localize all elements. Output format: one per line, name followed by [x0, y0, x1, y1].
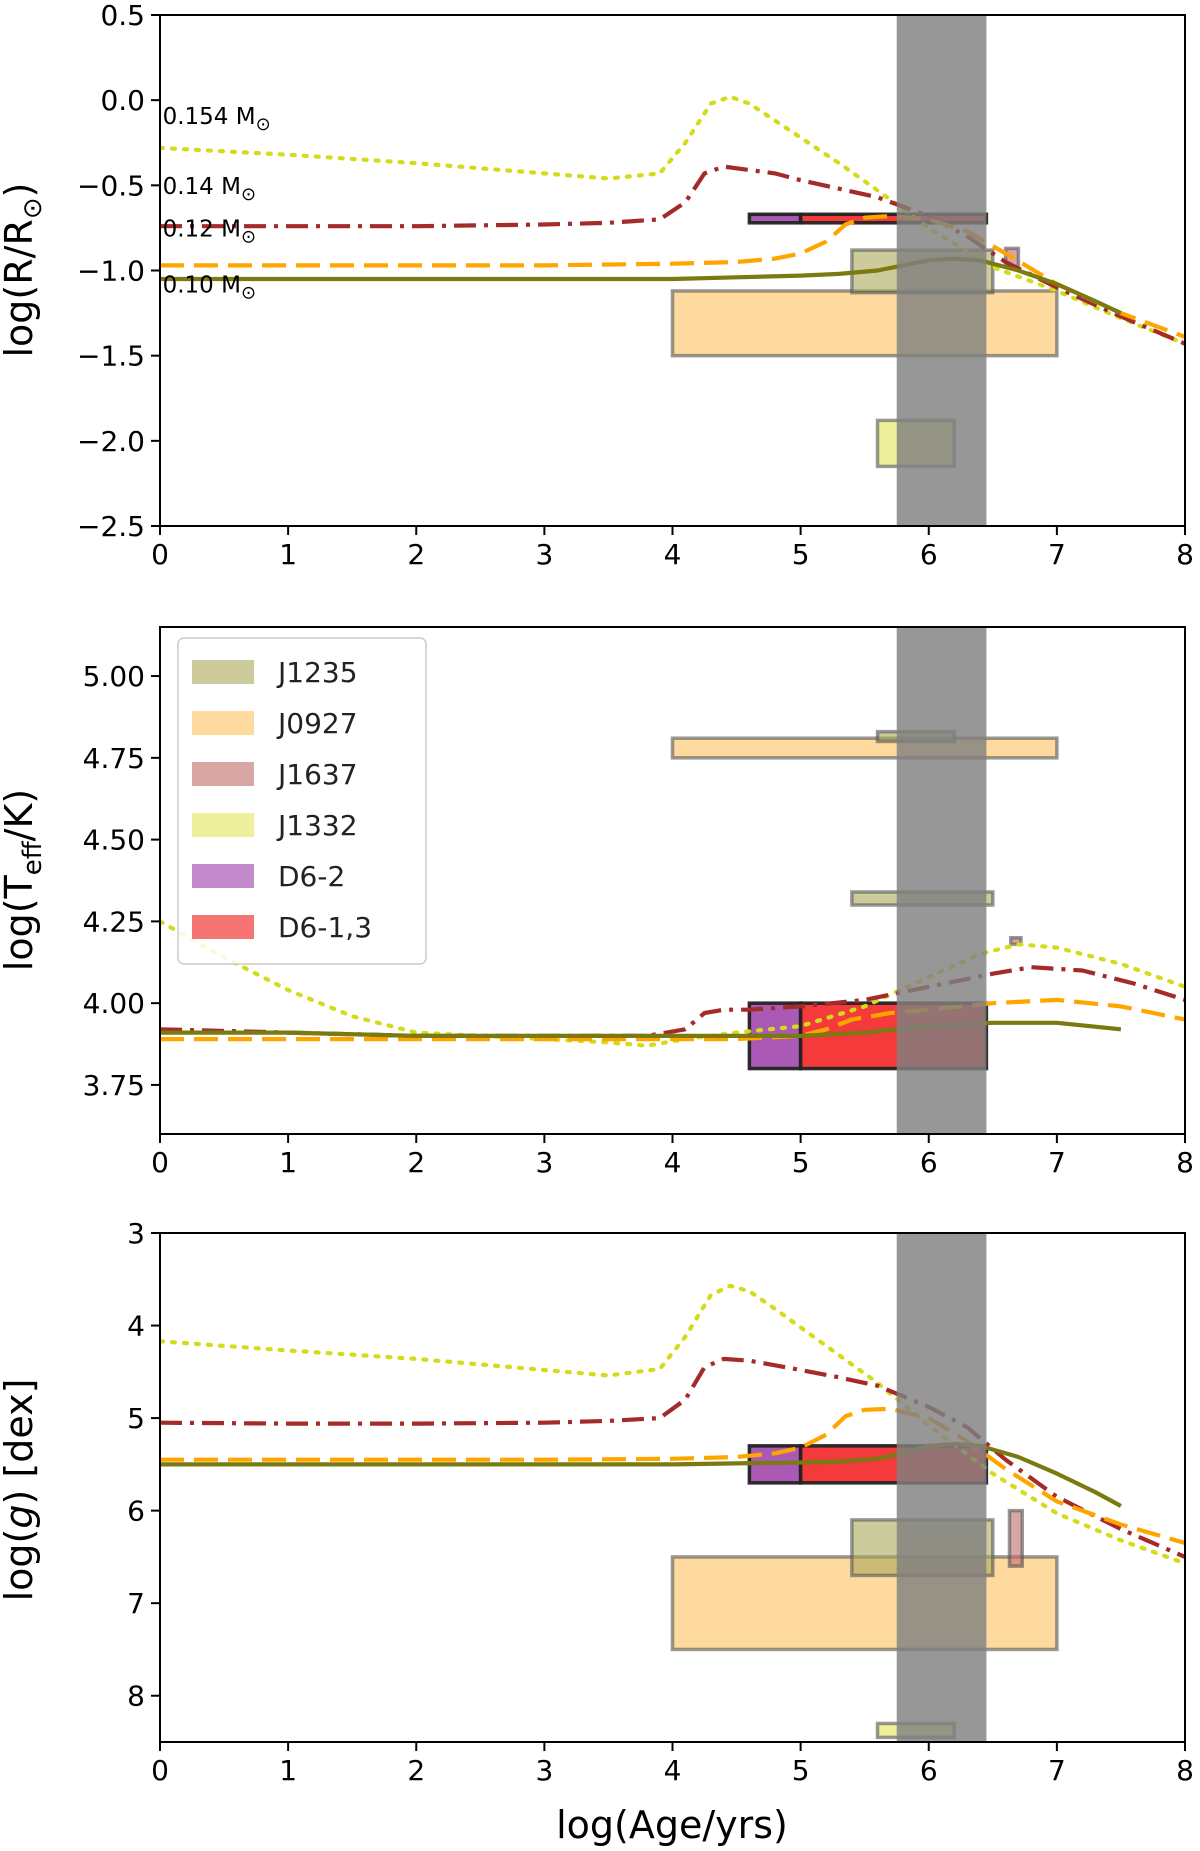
legend-label: D6-1,3 — [278, 911, 372, 944]
radius-xtick-label: 8 — [1176, 538, 1194, 571]
track-m010-logg — [160, 1441, 1122, 1508]
teff-ytick-label: 4.00 — [83, 987, 145, 1020]
logg-ytick-label: 8 — [127, 1680, 145, 1713]
logg-ytick-label: 5 — [127, 1402, 145, 1435]
logg-ytick-label: 4 — [127, 1310, 145, 1343]
legend-label: J1637 — [276, 758, 358, 791]
radius-xtick-label: 6 — [920, 538, 938, 571]
track-m012-radius — [160, 213, 1185, 339]
track-m010-teff — [160, 1020, 1122, 1038]
logg-ytick-label: 3 — [127, 1217, 145, 1250]
radius-plot-content — [160, 15, 1185, 526]
teff-xtick-label: 6 — [920, 1146, 938, 1179]
track-m012-logg — [160, 1406, 1185, 1546]
radius-ytick-label: −0.5 — [77, 169, 145, 202]
teff-xtick-label: 7 — [1048, 1146, 1066, 1179]
teff-xtick-label: 3 — [535, 1146, 553, 1179]
legend-swatch-J1637 — [192, 762, 254, 786]
radius-xtick-label: 4 — [664, 538, 682, 571]
track-m0154-radius — [160, 94, 1185, 346]
mass-label-0: 0.154 M⊙ — [163, 104, 271, 135]
logg-xtick-label: 7 — [1048, 1754, 1066, 1787]
age-band-radius — [896, 15, 987, 526]
radius-xtick-label: 3 — [535, 538, 553, 571]
legend-swatch-J1235 — [192, 660, 254, 684]
radius-panel: log(R/R⊙) 0 1 2 3 4 5 6 7 8 0.5 0.0 −0.5 −1.0 −1.5 −2.… — [0, 0, 1194, 571]
track-m014-radius — [160, 164, 1185, 346]
radius-xtick-label: 1 — [279, 538, 297, 571]
box-J0927-radius-0 — [670, 289, 1059, 358]
radius-ytick-label: 0.0 — [100, 84, 145, 117]
track-m014-logg — [160, 1356, 1185, 1559]
radius-xtick-label: 7 — [1048, 538, 1066, 571]
logg-ylabel: log(g) [dex] — [0, 1379, 41, 1602]
logg-xtick-label: 3 — [535, 1754, 553, 1787]
mass-label-2: 0.12 M⊙ — [163, 216, 256, 247]
teff-ytick-label: 4.75 — [83, 742, 145, 775]
radius-xtick-label: 5 — [792, 538, 810, 571]
logg-ytick-label: 7 — [127, 1587, 145, 1620]
mass-label-1: 0.14 M⊙ — [163, 174, 256, 205]
x-axis-label: log(Age/yrs) — [556, 1803, 788, 1847]
teff-ytick-label: 3.75 — [83, 1069, 145, 1102]
legend-swatch-J0927 — [192, 711, 254, 735]
legend: J1235 J0927 J1637 J1332 D6-2 D6-1,3 — [177, 637, 427, 965]
radius-ylabel: log(R/R⊙) — [0, 183, 48, 358]
logg-panel: log(g) [dex] log(Age/yrs) 0 1 2 3 4 5 6 7 8 3 4 5 6 7… — [0, 1217, 1194, 1847]
age-band-logg — [896, 1233, 987, 1742]
legend-swatch-J1332 — [192, 813, 254, 837]
logg-xtick-label: 4 — [664, 1754, 682, 1787]
legend-label: J1332 — [276, 809, 358, 842]
teff-ytick-label: 4.25 — [83, 905, 145, 938]
legend-swatch-D613 — [192, 915, 254, 939]
teff-xtick-label: 2 — [407, 1146, 425, 1179]
teff-ytick-label: 4.50 — [83, 824, 145, 857]
box-D62-radius-4 — [747, 212, 803, 225]
radius-xtick-label: 0 — [151, 538, 169, 571]
radius-ytick-label: −1.5 — [77, 340, 145, 373]
radius-ytick-label: −1.0 — [77, 255, 145, 288]
radius-xtick-label: 2 — [407, 538, 425, 571]
teff-xtick-label: 8 — [1176, 1146, 1194, 1179]
teff-xtick-label: 1 — [279, 1146, 297, 1179]
mass-label-3: 0.10 M⊙ — [163, 273, 256, 304]
logg-xtick-label: 2 — [407, 1754, 425, 1787]
teff-xtick-label: 0 — [151, 1146, 169, 1179]
teff-ylabel: log(Teff/K) — [0, 789, 48, 971]
box-J0927-teff-0 — [670, 736, 1059, 760]
teff-plot-content — [160, 627, 1185, 1134]
logg-xtick-label: 1 — [279, 1754, 297, 1787]
box-J1637-logg-2 — [1007, 1508, 1025, 1568]
teff-xtick-label: 4 — [664, 1146, 682, 1179]
legend-swatch-D62 — [192, 864, 254, 888]
logg-plot-content — [160, 1233, 1185, 1742]
radius-ytick-label: −2.5 — [77, 510, 145, 543]
teff-panel: log(Teff/K) 0 1 2 3 4 5 6 7 8 5.00 4.75 4.50 4.25 4.0… — [0, 626, 1194, 1179]
logg-xtick-label: 5 — [792, 1754, 810, 1787]
radius-ytick-label: 0.5 — [100, 0, 145, 32]
legend-label: D6-2 — [278, 860, 345, 893]
track-m0154-logg — [160, 1283, 1185, 1566]
logg-xtick-label: 8 — [1176, 1754, 1194, 1787]
box-J1637-teff-3 — [1009, 935, 1023, 947]
logg-ytick-label: 6 — [127, 1495, 145, 1528]
track-m010-radius — [160, 256, 1122, 316]
age-band-teff — [896, 627, 987, 1134]
legend-label: J0927 — [276, 707, 358, 740]
legend-label: J1235 — [276, 656, 358, 689]
teff-xtick-label: 5 — [792, 1146, 810, 1179]
track-m012-teff — [160, 997, 1185, 1042]
radius-ytick-label: −2.0 — [77, 425, 145, 458]
logg-xtick-label: 0 — [151, 1754, 169, 1787]
teff-ytick-label: 5.00 — [83, 660, 145, 693]
logg-xtick-label: 6 — [920, 1754, 938, 1787]
